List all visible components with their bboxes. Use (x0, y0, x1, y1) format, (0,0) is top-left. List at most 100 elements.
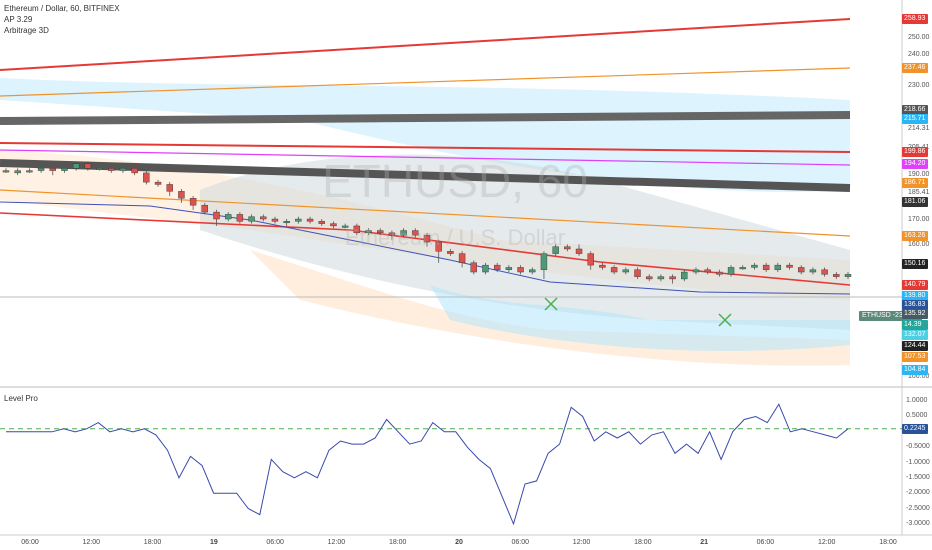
oscillator-title[interactable]: Level Pro (4, 394, 38, 403)
candle-body (470, 262, 477, 273)
candle-body (96, 168, 103, 170)
candle-body (517, 267, 524, 273)
candle-body (318, 221, 325, 224)
price-tag: 258.93 (902, 14, 928, 24)
candle-body (447, 251, 454, 254)
orange-lower-line (0, 189, 851, 237)
candle-body (224, 214, 232, 220)
price-tick-label: 185.41 (908, 189, 930, 196)
candle-body (37, 168, 45, 171)
price-tag: 215.71 (902, 114, 928, 124)
indicator-arbitrage-label[interactable]: Arbitrage 3D (4, 26, 49, 35)
price-tag: 14.39 (902, 320, 928, 330)
time-tick-label: 06:00 (756, 539, 775, 546)
price-tick-label: 230.00 (908, 82, 930, 89)
red-mid-line (0, 142, 851, 153)
candle-body (283, 221, 290, 224)
candle-body (681, 271, 688, 280)
candle-body (306, 218, 314, 222)
indicator-ap-label[interactable]: AP 3.29 (4, 15, 33, 24)
time-tick-label: 19 (209, 539, 218, 546)
candle-body (458, 253, 466, 264)
signal-x-marker (544, 297, 558, 311)
lower-blue-band (430, 285, 850, 351)
watermark-description: Ethereum / U.S. Dollar (345, 225, 565, 250)
candle-body (833, 274, 840, 277)
candle-body (271, 218, 279, 222)
candle-body (377, 230, 384, 234)
time-tick-label: 20 (455, 539, 463, 546)
red-lower-line (0, 212, 851, 286)
time-tick-label: 18:00 (388, 539, 407, 546)
candle-body (844, 274, 852, 277)
candle-body (166, 184, 173, 192)
candle-body (540, 253, 548, 270)
candle-body (143, 172, 150, 183)
price-tick-label: 160.00 (908, 241, 930, 248)
candle-body (786, 264, 793, 268)
gray-cloud-band (200, 154, 850, 330)
candle-body (809, 269, 817, 273)
time-tick-label: 12:00 (817, 539, 836, 546)
candle-body (575, 248, 583, 254)
time-tick-label: 12:00 (327, 539, 346, 546)
time-tick-label: 06:00 (21, 539, 39, 546)
time-tick-label: 06:00 (511, 539, 530, 546)
price-tag: 163.26 (902, 231, 928, 241)
price-tag: 136.83 (902, 300, 928, 310)
candle-body (622, 269, 630, 273)
osc-tick-label: 0.5000 (906, 412, 928, 420)
candle-body (119, 168, 127, 171)
signal-x-marker (718, 313, 732, 327)
price-tag: 140.79 (902, 280, 928, 290)
candle-body (669, 276, 676, 280)
candle-body (213, 211, 220, 220)
magenta-line (0, 149, 851, 166)
candle-body (423, 234, 431, 243)
candle-body (482, 264, 489, 273)
osc-tick-label: -1.5000 (906, 473, 930, 481)
candle-body (236, 214, 244, 222)
price-tag: 132.07 (902, 330, 928, 340)
candle-body (388, 232, 396, 236)
gray-thick-lower-line (0, 159, 851, 192)
osc-tick-label: -3.0000 (906, 519, 930, 527)
price-tag: 237.46 (902, 63, 928, 73)
price-tick-label: 170.00 (908, 216, 930, 223)
price-tag: 107.53 (902, 352, 928, 362)
candle-body (751, 264, 758, 268)
watermark-symbol: ETHUSD, 60 (322, 155, 588, 207)
time-tick-label: 12:00 (572, 539, 591, 546)
candle-body (739, 267, 746, 270)
price-tag: 150.16 (902, 259, 928, 269)
candle-body (774, 264, 782, 270)
price-tag: 139.80 (902, 291, 928, 301)
candle-body (353, 225, 361, 234)
candle-body (365, 230, 372, 234)
price-tick-label: 100.00 (908, 373, 930, 380)
ticker-change-badge: ETHUSD -23.54% (859, 311, 922, 321)
candle-body (330, 223, 337, 227)
orange-upper-line (0, 67, 851, 97)
candle-body (692, 269, 700, 273)
oscillator-line (6, 403, 849, 526)
candle-body (493, 264, 501, 270)
candle-body (2, 170, 10, 173)
candle-body (189, 198, 197, 206)
candle-body (529, 269, 536, 273)
candle-body (178, 191, 185, 199)
time-tick-label: 18:00 (879, 539, 897, 546)
candle-body (108, 168, 115, 171)
osc-tick-label: 1.0000 (906, 397, 928, 405)
candle-body (61, 168, 68, 171)
osc-value-tag: 0.2245 (902, 423, 928, 434)
candle-body (260, 216, 267, 220)
candle-body (634, 269, 641, 277)
osc-tick-label: -2.5000 (906, 504, 930, 512)
candle-body (248, 216, 255, 222)
price-tick-label: 190.00 (908, 171, 930, 178)
price-tick-label: 240.00 (908, 51, 930, 58)
price-tag: 181.06 (902, 197, 928, 207)
time-tick-label: 06:00 (266, 539, 284, 546)
